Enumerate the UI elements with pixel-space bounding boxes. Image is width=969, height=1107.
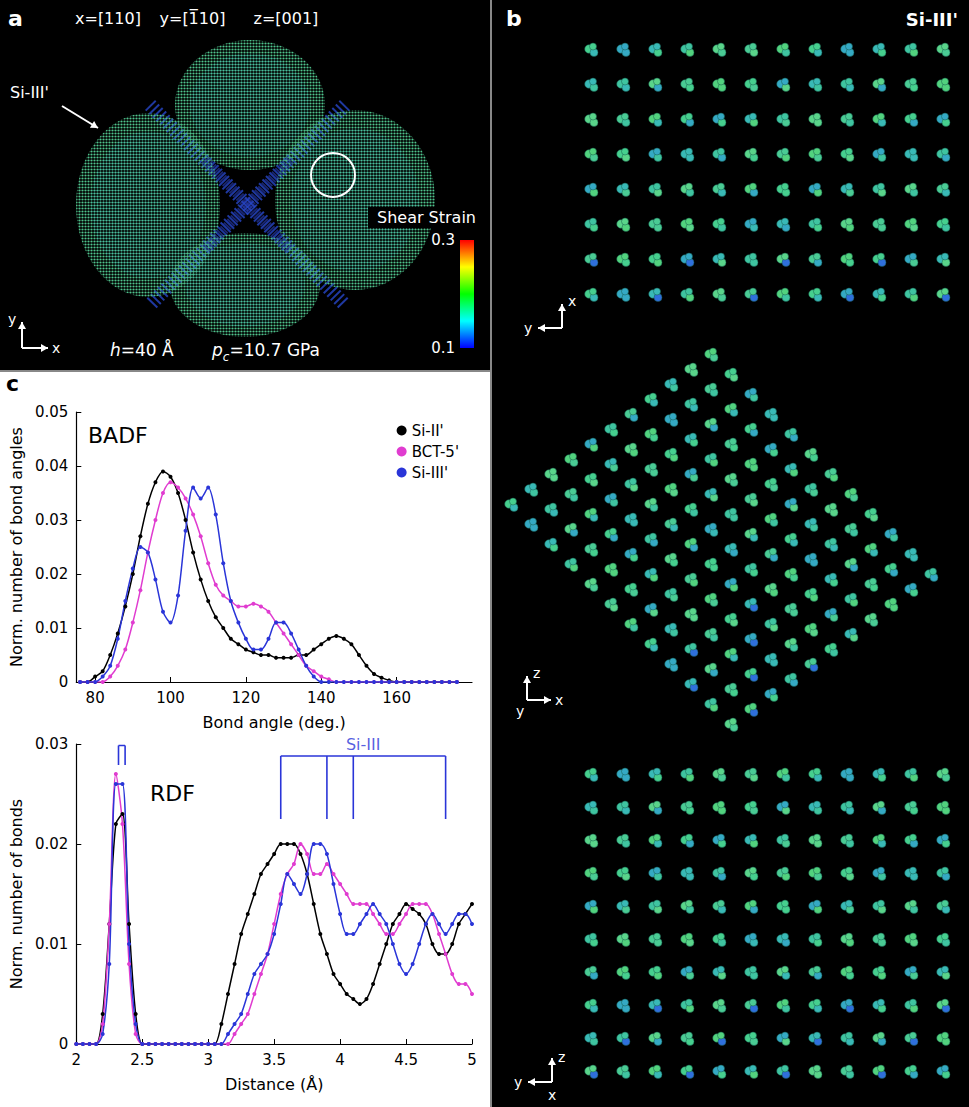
svg-text:0.04: 0.04 — [35, 457, 68, 475]
svg-text:y=[1̅10]: y=[1̅10] — [160, 9, 226, 28]
svg-text:h=40 Å: h=40 Å — [110, 339, 174, 360]
svg-text:0.3: 0.3 — [431, 231, 455, 249]
svg-text:4: 4 — [335, 1051, 345, 1069]
svg-text:y: y — [514, 1074, 522, 1090]
svg-text:pc=10.7 GPa: pc=10.7 GPa — [211, 340, 320, 364]
svg-text:0.1: 0.1 — [431, 339, 455, 357]
svg-text:z: z — [533, 665, 540, 681]
svg-text:2: 2 — [72, 1051, 82, 1069]
svg-text:Si-III': Si-III' — [10, 83, 49, 102]
svg-text:Distance (Å): Distance (Å) — [225, 1075, 323, 1094]
svg-text:2.5: 2.5 — [130, 1051, 154, 1069]
svg-text:x=[110]: x=[110] — [75, 9, 141, 28]
svg-text:80: 80 — [86, 689, 105, 707]
svg-text:0.01: 0.01 — [35, 619, 68, 637]
svg-text:Norm. number of bonds: Norm. number of bonds — [7, 799, 26, 989]
svg-text:a: a — [8, 6, 23, 31]
svg-text:x: x — [568, 293, 576, 309]
svg-text:0.02: 0.02 — [35, 835, 68, 853]
svg-text:3.5: 3.5 — [262, 1051, 286, 1069]
svg-text:120: 120 — [232, 689, 261, 707]
svg-text:4.5: 4.5 — [394, 1051, 418, 1069]
svg-text:Si-III': Si-III' — [412, 464, 449, 482]
svg-text:x: x — [548, 1087, 556, 1103]
svg-text:Si-III: Si-III — [346, 735, 381, 754]
svg-text:0.01: 0.01 — [35, 935, 68, 953]
svg-text:BADF: BADF — [88, 423, 148, 448]
svg-text:3: 3 — [203, 1051, 213, 1069]
svg-text:Si-II': Si-II' — [412, 422, 444, 440]
svg-text:Si-III': Si-III' — [906, 9, 958, 30]
svg-text:Shear Strain: Shear Strain — [377, 208, 476, 227]
svg-text:160: 160 — [382, 689, 411, 707]
svg-text:b: b — [506, 6, 522, 31]
svg-text:0.03: 0.03 — [35, 735, 68, 753]
svg-text:Bond angle (deg.): Bond angle (deg.) — [202, 713, 345, 732]
svg-text:0.05: 0.05 — [35, 403, 68, 421]
svg-text:y: y — [8, 311, 16, 327]
svg-text:Norm. number of bond angles: Norm. number of bond angles — [7, 427, 26, 667]
svg-text:0: 0 — [59, 673, 69, 691]
svg-text:z=[001]: z=[001] — [254, 9, 319, 28]
svg-text:BCT-5': BCT-5' — [412, 443, 459, 461]
svg-text:x: x — [555, 692, 563, 708]
svg-text:y: y — [524, 320, 532, 336]
svg-text:100: 100 — [156, 689, 185, 707]
svg-text:z: z — [558, 1049, 565, 1065]
svg-text:0: 0 — [59, 1035, 69, 1053]
svg-text:0.02: 0.02 — [35, 565, 68, 583]
svg-text:140: 140 — [307, 689, 336, 707]
svg-text:x: x — [52, 340, 60, 356]
svg-text:c: c — [6, 372, 19, 396]
svg-text:RDF: RDF — [150, 781, 195, 806]
svg-text:5: 5 — [467, 1051, 477, 1069]
svg-text:0.03: 0.03 — [35, 511, 68, 529]
svg-text:y: y — [516, 703, 524, 719]
